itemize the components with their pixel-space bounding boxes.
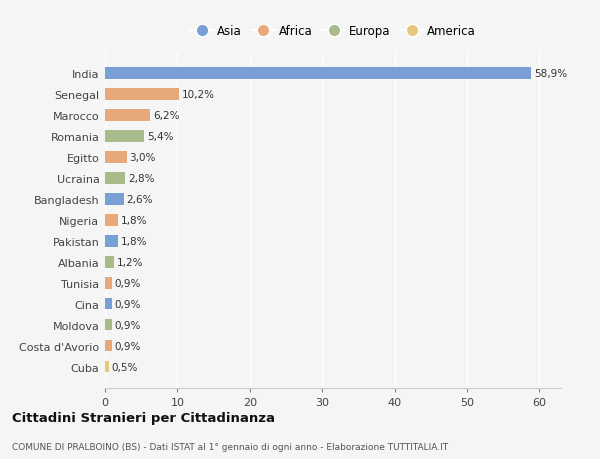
Bar — [105, 110, 150, 121]
Text: 0,9%: 0,9% — [115, 320, 141, 330]
Bar — [105, 173, 125, 184]
Bar — [105, 340, 112, 352]
Bar — [105, 277, 112, 289]
Bar — [105, 152, 127, 163]
Bar — [105, 68, 532, 79]
Text: 1,8%: 1,8% — [121, 215, 148, 225]
Text: 1,2%: 1,2% — [116, 257, 143, 267]
Text: 2,6%: 2,6% — [127, 195, 153, 204]
Text: 0,9%: 0,9% — [115, 299, 141, 309]
Text: Cittadini Stranieri per Cittadinanza: Cittadini Stranieri per Cittadinanza — [12, 412, 275, 425]
Text: 0,9%: 0,9% — [115, 341, 141, 351]
Text: 6,2%: 6,2% — [153, 111, 179, 121]
Text: COMUNE DI PRALBOINO (BS) - Dati ISTAT al 1° gennaio di ogni anno - Elaborazione : COMUNE DI PRALBOINO (BS) - Dati ISTAT al… — [12, 442, 448, 451]
Text: 10,2%: 10,2% — [182, 90, 215, 100]
Bar — [105, 214, 118, 226]
Bar — [105, 235, 118, 247]
Legend: Asia, Africa, Europa, America: Asia, Africa, Europa, America — [185, 20, 481, 43]
Bar — [105, 194, 124, 205]
Bar — [105, 89, 179, 101]
Bar — [105, 131, 144, 142]
Text: 1,8%: 1,8% — [121, 236, 148, 246]
Text: 0,5%: 0,5% — [112, 362, 138, 372]
Text: 5,4%: 5,4% — [147, 132, 173, 141]
Bar — [105, 257, 113, 268]
Text: 58,9%: 58,9% — [534, 69, 568, 79]
Text: 2,8%: 2,8% — [128, 174, 155, 184]
Text: 3,0%: 3,0% — [130, 152, 156, 162]
Bar — [105, 319, 112, 331]
Text: 0,9%: 0,9% — [115, 278, 141, 288]
Bar — [105, 361, 109, 373]
Bar — [105, 298, 112, 310]
